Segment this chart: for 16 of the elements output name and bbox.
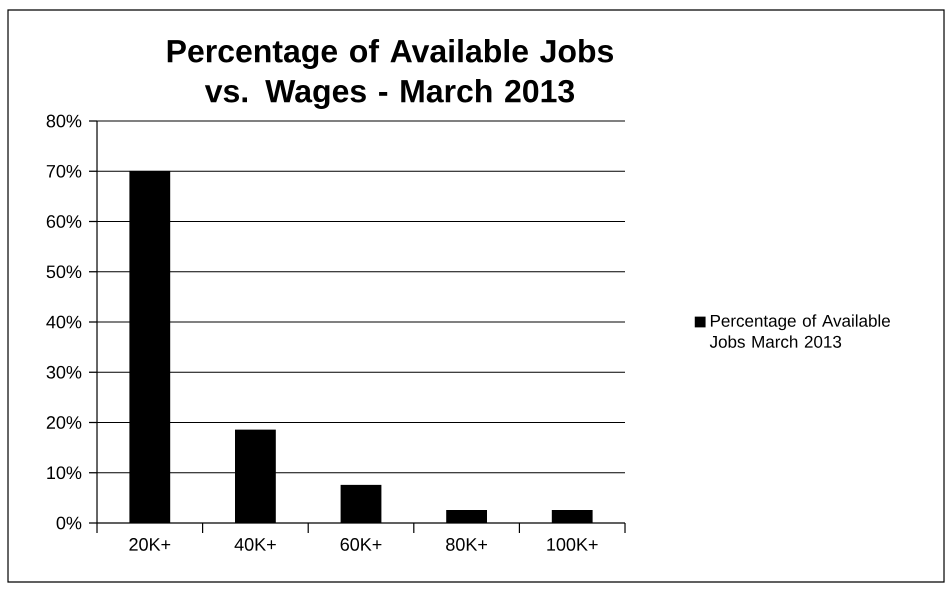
y-tick-label: 50%	[46, 265, 82, 278]
legend-label: Percentage of Available Jobs March 2013	[710, 314, 890, 348]
y-tick-label: 40%	[46, 316, 82, 328]
y-tick-label: 60%	[46, 215, 82, 228]
x-tick-label: 20K+	[129, 538, 170, 551]
y-tick-label: 10%	[47, 466, 82, 480]
y-tick-label: 30%	[46, 366, 82, 379]
y-tick-label: 70%	[46, 164, 82, 178]
x-tick-label: 60K+	[340, 538, 382, 551]
x-tick-label: 100K+	[547, 538, 598, 551]
chart-title: Percentage of Available Jobs vs. Wages - March 2013	[168, 39, 614, 109]
x-tick-label: 40K+	[234, 538, 276, 551]
x-tick-label: 80K+	[446, 538, 487, 551]
y-tick-label: 20%	[46, 416, 82, 429]
y-tick-label: 80%	[46, 114, 82, 128]
y-tick-label: 0%	[56, 516, 82, 530]
